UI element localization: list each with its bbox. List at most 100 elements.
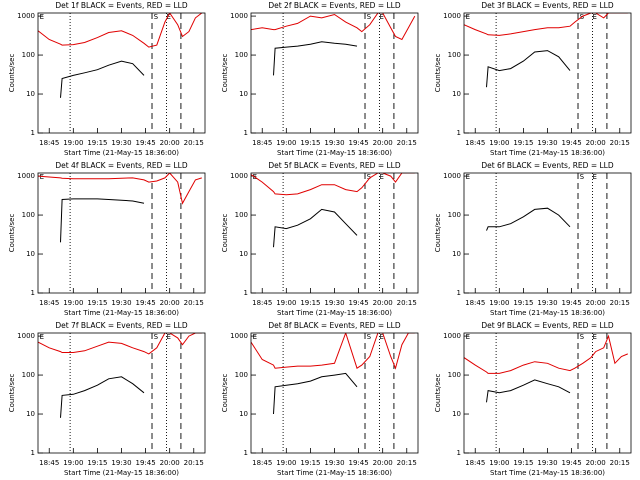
plot-area — [251, 13, 416, 76]
x-tick-label: 18:45 — [252, 139, 272, 147]
y-axis-label: Counts/sec — [434, 214, 442, 253]
x-tick-label: 19:00 — [276, 459, 296, 467]
x-tick-label: 18:45 — [252, 299, 272, 307]
plot-area — [464, 13, 628, 88]
x-axis-label: Start Time (21-May-15 18:36:00) — [64, 149, 179, 157]
x-tick-label: 20:00 — [586, 139, 606, 147]
x-tick-label: 20:15 — [610, 299, 630, 307]
x-tick-label: 19:15 — [513, 299, 533, 307]
plot-frame — [463, 172, 632, 294]
x-tick-label: 18:45 — [252, 459, 272, 467]
x-tick-label: 19:00 — [489, 139, 509, 147]
y-tick-label: 1 — [31, 289, 35, 297]
event-label: E — [592, 333, 596, 341]
event-label: E — [40, 333, 44, 341]
y-tick-label: 100 — [235, 371, 248, 379]
x-tick-label: 19:45 — [348, 139, 368, 147]
x-tick-label: 20:15 — [397, 139, 417, 147]
panel: Det 3f BLACK = Events, RED = LLD Start Ti… — [434, 1, 632, 157]
series-line — [273, 372, 358, 415]
x-axis-label: Start Time (21-May-15 18:36:00) — [277, 309, 392, 317]
series-line — [486, 207, 571, 231]
event-label: E — [166, 13, 170, 21]
x-tick-label: 19:30 — [111, 299, 131, 307]
event-label: S — [367, 333, 372, 341]
y-tick-label: 10 — [239, 410, 248, 418]
plot-frame — [463, 332, 632, 454]
y-axis-label: Counts/sec — [434, 54, 442, 93]
x-tick-label: 18:45 — [39, 139, 59, 147]
x-tick-label: 18:45 — [39, 299, 59, 307]
x-tick-label: 20:15 — [397, 459, 417, 467]
x-tick-label: 19:30 — [537, 139, 557, 147]
plot-area — [38, 173, 202, 243]
event-label: S — [154, 333, 159, 341]
y-tick-label: 1 — [457, 129, 461, 137]
series-line — [486, 379, 571, 403]
x-tick-label: 19:15 — [300, 459, 320, 467]
plot-area — [464, 334, 628, 403]
x-tick-label: 19:45 — [348, 299, 368, 307]
y-tick-label: 1000 — [17, 12, 35, 20]
series-line — [464, 13, 628, 36]
y-axis-label: Counts/sec — [434, 374, 442, 413]
y-axis-label: Counts/sec — [221, 214, 229, 253]
x-tick-label: 19:30 — [324, 139, 344, 147]
x-tick-label: 20:15 — [397, 299, 417, 307]
panel: Det 8f BLACK = Events, RED = LLD Start Ti… — [221, 321, 419, 477]
chart-title: Det 6f BLACK = Events, RED = LLD — [481, 161, 614, 170]
x-tick-label: 19:45 — [135, 299, 155, 307]
y-tick-label: 1 — [457, 449, 461, 457]
event-label: S — [580, 173, 585, 181]
y-tick-label: 100 — [448, 371, 461, 379]
y-tick-label: 10 — [239, 90, 248, 98]
x-tick-label: 19:00 — [63, 459, 83, 467]
plot-area — [38, 13, 203, 98]
x-axis-label: Start Time (21-May-15 18:36:00) — [490, 309, 605, 317]
y-tick-label: 1000 — [230, 12, 248, 20]
x-tick-label: 19:30 — [537, 459, 557, 467]
chart-title: Det 4f BLACK = Events, RED = LLD — [55, 161, 188, 170]
y-tick-label: 10 — [26, 250, 35, 258]
y-tick-label: 1000 — [443, 12, 461, 20]
event-label: S — [580, 333, 585, 341]
plot-frame — [250, 332, 419, 454]
plot-frame — [37, 172, 206, 294]
x-tick-label: 19:45 — [348, 459, 368, 467]
y-axis-label: Counts/sec — [8, 374, 16, 413]
x-tick-label: 19:45 — [135, 459, 155, 467]
panel: Det 6f BLACK = Events, RED = LLD Start Ti… — [434, 161, 632, 317]
y-tick-label: 10 — [452, 90, 461, 98]
y-tick-label: 1 — [31, 129, 35, 137]
x-tick-label: 19:45 — [561, 459, 581, 467]
x-tick-label: 20:15 — [610, 139, 630, 147]
event-label: E — [379, 13, 383, 21]
x-tick-label: 20:00 — [160, 459, 180, 467]
event-label: E — [466, 13, 470, 21]
y-tick-label: 1 — [244, 449, 248, 457]
x-tick-label: 19:00 — [489, 459, 509, 467]
x-tick-label: 19:30 — [324, 459, 344, 467]
y-tick-label: 100 — [448, 51, 461, 59]
y-axis-label: Counts/sec — [221, 374, 229, 413]
y-tick-label: 1 — [244, 289, 248, 297]
plot-area — [251, 333, 415, 415]
y-tick-label: 1 — [244, 129, 248, 137]
x-tick-label: 19:00 — [63, 299, 83, 307]
chart-title: Det 9f BLACK = Events, RED = LLD — [481, 321, 614, 330]
y-tick-label: 10 — [26, 410, 35, 418]
chart-title: Det 3f BLACK = Events, RED = LLD — [481, 1, 614, 10]
y-tick-label: 100 — [22, 51, 35, 59]
y-tick-label: 10 — [239, 250, 248, 258]
plot-area — [251, 173, 415, 248]
x-tick-label: 19:15 — [87, 299, 107, 307]
series-line — [273, 208, 358, 248]
x-tick-label: 19:30 — [324, 299, 344, 307]
x-tick-label: 19:30 — [111, 459, 131, 467]
chart-title: Det 1f BLACK = Events, RED = LLD — [55, 1, 188, 10]
event-label: S — [367, 13, 372, 21]
x-tick-label: 20:00 — [160, 299, 180, 307]
y-tick-label: 100 — [235, 211, 248, 219]
plot-area — [38, 333, 202, 418]
